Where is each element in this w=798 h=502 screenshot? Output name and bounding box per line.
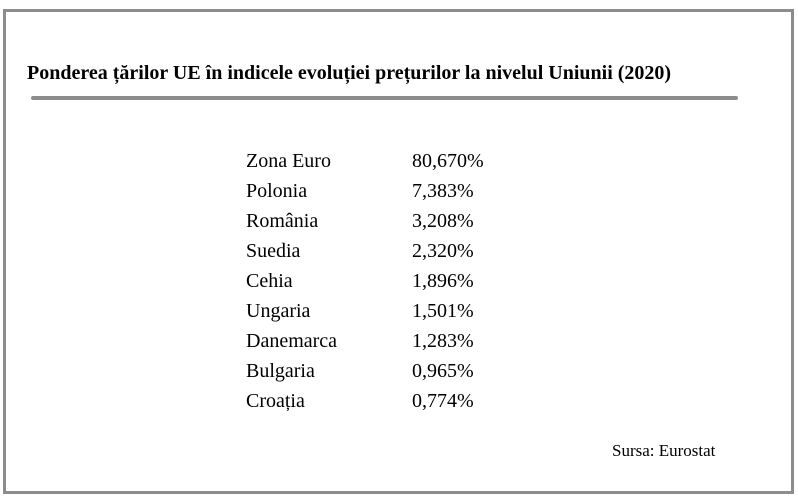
share-value: 2,320% [412, 240, 474, 262]
table-row: Zona Euro 80,670% [246, 146, 566, 176]
share-value: 0,965% [412, 360, 474, 382]
share-value: 80,670% [412, 150, 484, 172]
country-name: România [246, 210, 319, 232]
country-name: Zona Euro [246, 150, 331, 172]
table-row: Croația 0,774% [246, 386, 566, 416]
country-name: Croația [246, 390, 305, 412]
table-row: Polonia 7,383% [246, 176, 566, 206]
share-value: 3,208% [412, 210, 474, 232]
figure-frame: Ponderea țărilor UE în indicele evoluție… [3, 9, 794, 494]
share-value: 1,283% [412, 330, 474, 352]
country-name: Cehia [246, 270, 293, 292]
share-value: 0,774% [412, 390, 474, 412]
title-underline [31, 96, 738, 100]
table-row: Danemarca 1,283% [246, 326, 566, 356]
data-table: Zona Euro 80,670% Polonia 7,383% România 3,20… [246, 146, 566, 416]
share-value: 1,896% [412, 270, 474, 292]
table-row: România 3,208% [246, 206, 566, 236]
table-row: Cehia 1,896% [246, 266, 566, 296]
table-row: Suedia 2,320% [246, 236, 566, 266]
share-value: 7,383% [412, 180, 474, 202]
country-name: Suedia [246, 240, 301, 262]
table-row: Ungaria 1,501% [246, 296, 566, 326]
share-value: 1,501% [412, 300, 474, 322]
country-name: Ungaria [246, 300, 311, 322]
table-row: Bulgaria 0,965% [246, 356, 566, 386]
country-name: Bulgaria [246, 360, 315, 382]
chart-title: Ponderea țărilor UE în indicele evoluție… [27, 62, 672, 84]
country-name: Danemarca [246, 330, 338, 352]
country-name: Polonia [246, 180, 308, 202]
source-note: Sursa: Eurostat [612, 441, 716, 460]
